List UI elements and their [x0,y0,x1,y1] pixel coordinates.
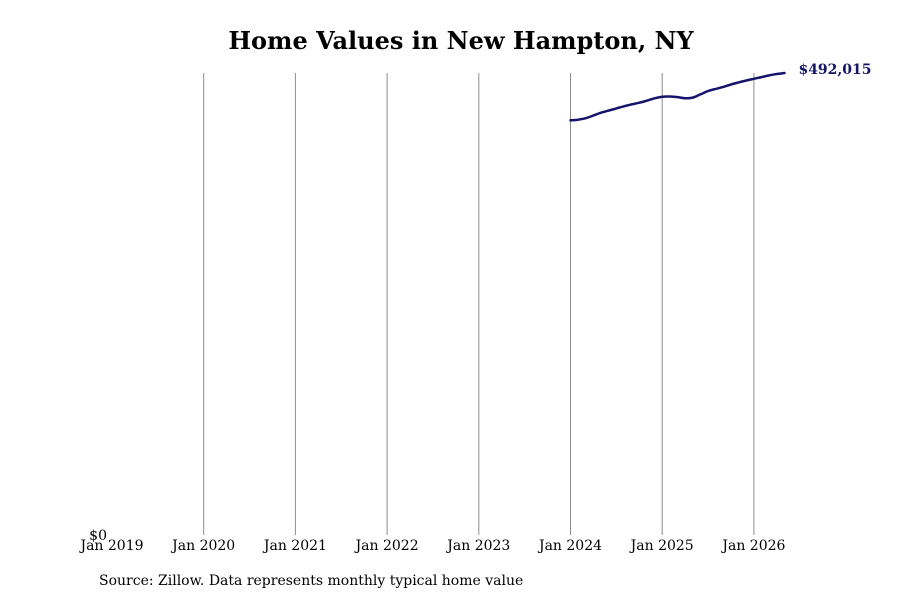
x-tick-label: Jan 2023 [445,538,510,554]
x-tick-label: Jan 2021 [262,538,327,554]
series-layer [569,71,786,122]
chart-title: Home Values in New Hampton, NY [228,26,694,55]
gridlines [203,73,755,535]
x-tick-label: Jan 2024 [537,538,602,554]
x-tick-label: Jan 2026 [720,538,785,554]
end-value-label: $492,015 [798,62,871,78]
x-tick-label: Jan 2025 [629,538,694,554]
y-tick-label: $0 [89,528,107,544]
series-line-0 [569,71,786,122]
source-note: Source: Zillow. Data represents monthly … [99,573,524,589]
x-tick-label: Jan 2022 [354,538,419,554]
x-tick-label: Jan 2020 [170,538,235,554]
labels-layer: Jan 2019 Jan 2020 Jan 2021 Jan 2022 Jan 2023… [78,62,871,554]
x-tick-label: Jan 2019 [78,538,143,554]
